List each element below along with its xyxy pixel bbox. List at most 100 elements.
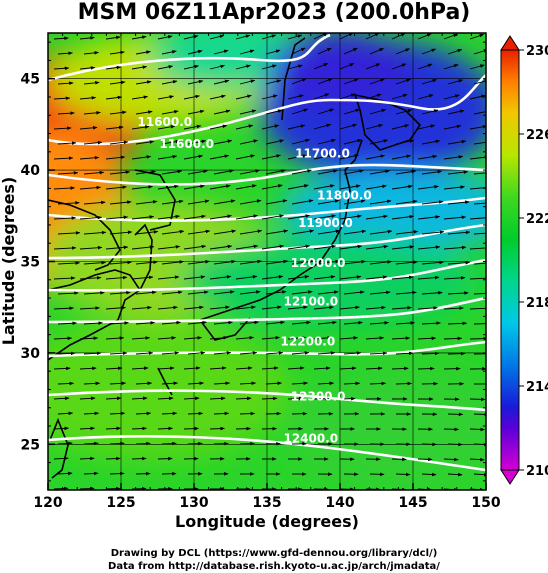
- wind-arrow: [447, 200, 470, 205]
- wind-arrow: [313, 93, 330, 100]
- wind-arrow: [265, 199, 288, 205]
- colorbar-ramp: [500, 49, 520, 471]
- wind-arrow: [239, 139, 259, 145]
- y-tick-label: 45: [21, 72, 40, 88]
- wind-arrow: [161, 110, 179, 115]
- colorbar-tick-label: 226: [526, 128, 548, 143]
- wind-arrow: [447, 321, 468, 326]
- wind-arrow: [109, 321, 129, 325]
- wind-arrow: [369, 139, 389, 145]
- wind-arrow: [213, 49, 229, 55]
- wind-arrow: [235, 275, 258, 280]
- wind-arrow: [109, 411, 126, 416]
- wind-arrow: [135, 170, 157, 175]
- wind-arrow: [421, 351, 440, 356]
- wind-arrow: [391, 306, 412, 310]
- wind-arrow: [105, 125, 124, 130]
- wind-arrow: [395, 381, 413, 386]
- wind-arrow: [53, 456, 69, 461]
- wind-arrow: [261, 305, 282, 310]
- wind-arrow: [79, 125, 98, 130]
- wind-arrow: [447, 230, 471, 235]
- wind-arrow: [109, 50, 125, 55]
- wind-arrow: [79, 306, 100, 310]
- wind-arrow: [343, 199, 366, 205]
- wind-arrow: [209, 396, 226, 401]
- wind-arrow: [135, 471, 151, 476]
- wind-arrow: [109, 200, 132, 205]
- wind-arrow: [447, 442, 463, 447]
- wind-arrow: [287, 396, 304, 401]
- wind-arrow: [317, 108, 335, 115]
- wind-arrow: [105, 35, 121, 40]
- wind-arrow: [83, 411, 100, 416]
- wind-arrow: [157, 366, 175, 370]
- wind-arrow: [209, 34, 225, 40]
- wind-arrow: [187, 49, 203, 55]
- wind-arrow: [235, 335, 255, 340]
- wind-arrow: [395, 139, 415, 145]
- wind-arrow: [443, 124, 462, 130]
- wind-arrow: [313, 336, 333, 340]
- wind-arrow: [57, 51, 73, 56]
- wind-arrow: [235, 64, 251, 70]
- wind-arrow: [391, 366, 409, 371]
- wind-arrow: [209, 214, 232, 220]
- wind-arrow: [187, 169, 208, 175]
- wind-arrow: [213, 320, 233, 325]
- wind-arrow: [109, 140, 129, 145]
- wind-arrow: [157, 125, 176, 130]
- wind-arrow: [339, 336, 359, 340]
- wind-arrow: [339, 244, 363, 250]
- wind-arrow: [447, 139, 467, 145]
- wind-arrow: [313, 305, 334, 310]
- wind-arrow: [391, 154, 412, 160]
- wind-arrow: [235, 305, 256, 310]
- wind-arrow: [183, 426, 199, 431]
- wind-arrow: [83, 381, 101, 386]
- wind-arrow: [365, 33, 380, 40]
- wind-arrow: [57, 111, 75, 115]
- wind-arrow: [183, 34, 199, 40]
- wind-arrow: [421, 79, 438, 85]
- wind-arrow: [417, 306, 438, 310]
- wind-arrow: [209, 244, 233, 250]
- wind-arrow: [469, 217, 486, 220]
- wind-arrow: [391, 33, 406, 40]
- wind-arrow: [365, 275, 388, 280]
- wind-arrow: [183, 184, 205, 190]
- wind-arrow: [235, 396, 252, 401]
- wind-arrow: [131, 95, 149, 100]
- wind-arrow: [135, 200, 158, 205]
- wind-arrow: [265, 320, 285, 325]
- wind-arrow: [235, 124, 254, 130]
- wind-arrow: [317, 47, 332, 55]
- wind-arrow: [265, 79, 282, 85]
- wind-arrow: [417, 124, 436, 130]
- wind-arrow: [53, 156, 74, 160]
- wind-arrow: [339, 305, 360, 310]
- wind-arrow: [131, 35, 147, 40]
- wind-arrow: [291, 351, 310, 355]
- wind-arrow: [213, 229, 237, 235]
- x-tick-label: 130: [179, 495, 208, 511]
- wind-arrow: [131, 215, 155, 220]
- wind-arrow: [131, 275, 154, 280]
- wind-arrow: [313, 62, 329, 70]
- wind-arrow: [313, 33, 328, 40]
- wind-arrow: [365, 123, 384, 130]
- wind-arrow: [291, 108, 309, 115]
- wind-arrow: [135, 290, 157, 295]
- wind-arrow: [209, 94, 226, 100]
- temperature-field: [48, 33, 486, 490]
- wind-arrow: [261, 124, 280, 130]
- wind-arrow: [417, 336, 437, 341]
- wind-arrow: [235, 244, 259, 250]
- wind-arrow: [239, 169, 260, 175]
- wind-arrow: [369, 351, 388, 356]
- wind-arrow: [187, 229, 211, 235]
- wind-arrow: [183, 244, 207, 250]
- wind-arrow: [365, 336, 385, 340]
- wind-arrow: [265, 49, 281, 55]
